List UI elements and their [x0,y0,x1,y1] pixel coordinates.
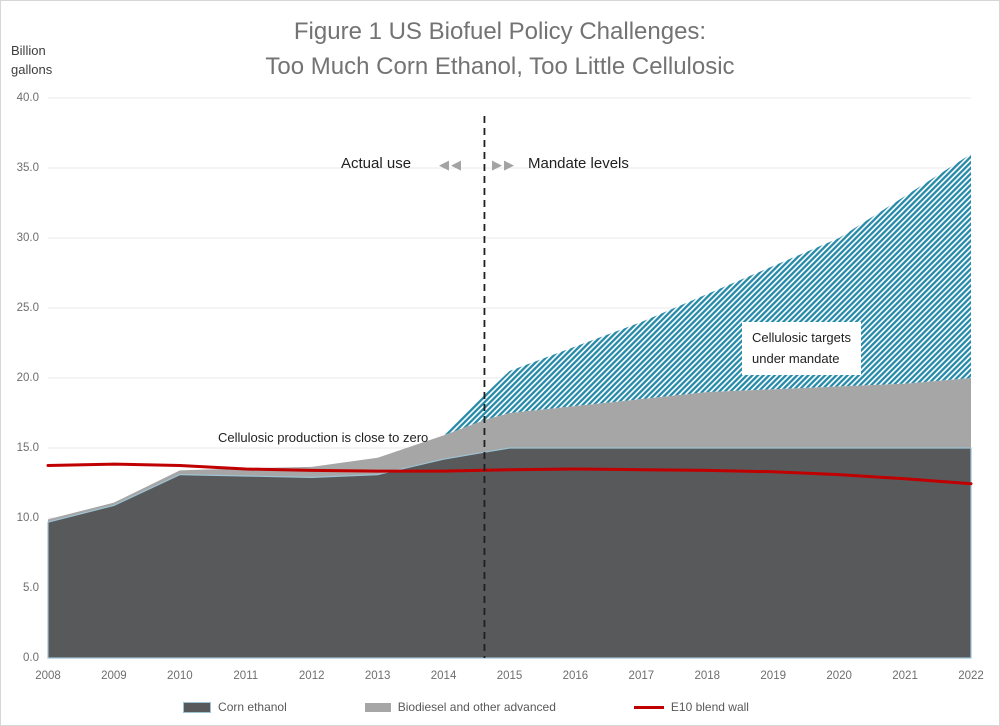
x-tick-label: 2014 [430,670,457,682]
y-tick-label: 0.0 [23,652,39,664]
x-tick-label: 2020 [826,670,852,682]
blend-wall-line-swatch-icon [633,705,664,709]
x-tick-label: 2019 [760,670,786,682]
legend-label-biodiesel: Biodiesel and other advanced [397,700,556,714]
legend-item-corn-ethanol: Corn ethanol [183,700,287,714]
y-tick-label: 35.0 [16,162,39,174]
x-tick-label: 2011 [233,670,259,682]
x-tick-label: 2013 [364,670,391,682]
y-tick-label: 25.0 [16,302,39,314]
y-axis-unit-line2: gallons [11,62,53,77]
corn-ethanol-area [47,447,972,659]
x-tick-label: 2008 [35,670,61,682]
x-tick-label: 2015 [496,670,523,682]
x-tick-label: 2018 [694,670,721,682]
cellulosic-targets-callout: Cellulosic targets under mandate [742,322,861,375]
y-tick-label: 20.0 [16,372,39,384]
cellulosic-targets-line2: under mandate [752,351,840,366]
legend-label-blend-wall: E10 blend wall [670,700,749,714]
cellulosic-zero-annotation: Cellulosic production is close to zero [218,430,429,445]
mandate-levels-annotation: Mandate levels [528,155,629,172]
y-tick-label: 10.0 [16,512,39,524]
x-tick-label: 2009 [101,670,127,682]
chart-title-line2: Too Much Corn Ethanol, Too Little Cellul… [265,53,735,80]
left-arrows-icon: ◀◀ [439,157,463,172]
legend-item-biodiesel: Biodiesel and other advanced [364,700,556,714]
y-tick-label: 30.0 [16,232,39,244]
legend-item-blend-wall: E10 blend wall [633,700,749,714]
y-tick-label: 15.0 [16,442,39,454]
x-tick-label: 2012 [298,670,325,682]
y-tick-label: 40.0 [16,92,39,104]
x-tick-label: 2021 [892,670,918,682]
y-tick-label: 5.0 [23,582,39,594]
x-tick-label: 2022 [958,670,984,682]
right-arrows-icon: ▶▶ [492,157,516,172]
y-axis-unit-label: Billion gallons [11,41,52,79]
chart-title-line1: Figure 1 US Biofuel Policy Challenges: [293,18,707,45]
actual-use-annotation: Actual use [341,155,412,172]
x-tick-label: 2010 [167,670,193,682]
y-axis-unit-line1: Billion [11,43,46,58]
biodiesel-swatch-icon [364,702,391,712]
legend-label-corn-ethanol: Corn ethanol [218,700,287,714]
x-tick-label: 2017 [628,670,655,682]
chart-title: Figure 1 US Biofuel Policy Challenges: T… [1,14,999,84]
corn-ethanol-swatch-icon [183,701,212,713]
cellulosic-targets-line1: Cellulosic targets [752,330,851,345]
chart-legend: Corn ethanol Biodiesel and other advance… [1,700,931,714]
x-tick-label: 2016 [562,670,589,682]
e10-blend-wall-line [46,462,973,486]
